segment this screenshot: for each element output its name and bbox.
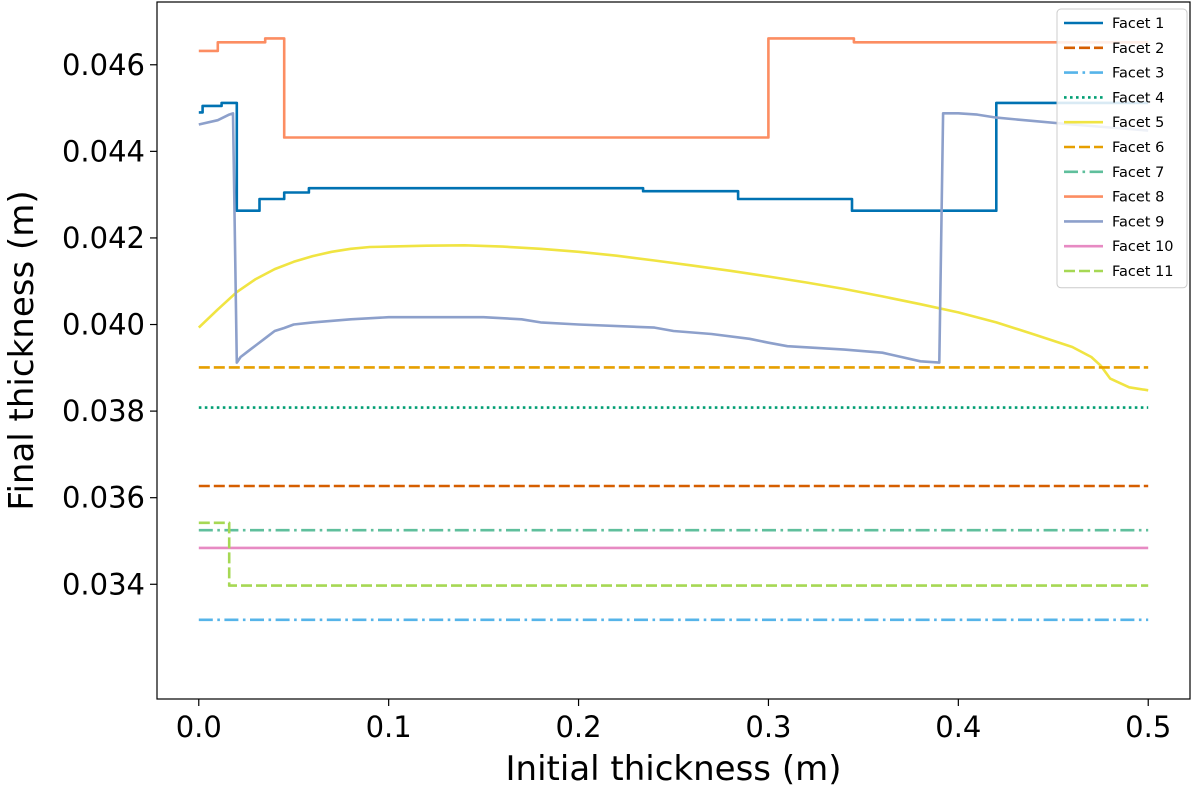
legend-label: Facet 4	[1112, 90, 1164, 106]
x-tick-label: 0.0	[176, 710, 222, 744]
x-tick-label: 0.2	[555, 710, 601, 744]
y-tick-label: 0.046	[62, 48, 145, 82]
legend: Facet 1 Facet 2 Facet 3 Facet 4 Facet 5 Facet…	[1056, 8, 1188, 289]
series-line-facet-5	[197, 244, 1149, 392]
legend-label: Facet 6	[1112, 140, 1164, 156]
series-line-facet-8	[198, 37, 1149, 139]
y-tick-label: 0.040	[62, 308, 145, 342]
series-line-facet-9	[198, 112, 1149, 364]
series-line-facet-11	[198, 521, 1149, 587]
legend-label: Facet 11	[1112, 264, 1174, 280]
legend-label: Facet 5	[1112, 115, 1164, 131]
legend-label: Facet 8	[1112, 190, 1164, 206]
legend-label: Facet 3	[1112, 66, 1164, 82]
legend-label: Facet 9	[1112, 214, 1164, 230]
y-tick-label: 0.036	[62, 481, 145, 515]
x-tick-label: 0.5	[1125, 710, 1171, 744]
y-tick-label: 0.042	[62, 221, 145, 255]
y-axis-label: Final thickness (m)	[2, 190, 42, 510]
legend-box	[1056, 8, 1188, 289]
y-tick-label: 0.044	[62, 134, 145, 168]
x-tick-label: 0.4	[935, 710, 981, 744]
x-axis-label: Initial thickness (m)	[506, 749, 842, 787]
series-line-facet-1	[198, 101, 1149, 212]
legend-label: Facet 10	[1112, 239, 1174, 255]
y-tick-label: 0.038	[62, 394, 145, 428]
x-tick-label: 0.3	[745, 710, 791, 744]
legend-label: Facet 2	[1112, 41, 1164, 57]
plot-frame	[156, 1, 1191, 700]
y-axis: 0.034 0.036 0.038 0.040 0.042 0.044 0.046	[62, 48, 157, 601]
plot-lines	[197, 37, 1149, 622]
y-tick-label: 0.034	[62, 567, 145, 601]
legend-label: Facet 1	[1112, 16, 1164, 32]
x-tick-label: 0.1	[366, 710, 412, 744]
x-axis: 0.0 0.1 0.2 0.3 0.4 0.5	[176, 699, 1171, 744]
legend-label: Facet 7	[1112, 165, 1164, 181]
